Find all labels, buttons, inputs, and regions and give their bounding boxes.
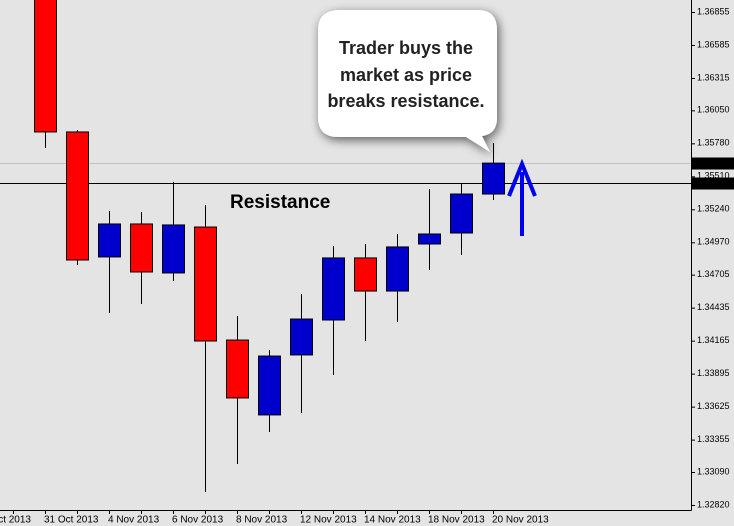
- callout-line: market as price: [340, 65, 472, 85]
- y-tick-label: 1.34435: [697, 302, 730, 312]
- y-tick-label: 1.35240: [697, 204, 730, 214]
- price-box: [692, 157, 734, 170]
- price-box: [692, 177, 734, 190]
- y-tick-label: 1.36855: [697, 6, 730, 16]
- x-tick-label: 18 Nov 2013: [428, 515, 485, 526]
- price-label: 1.35455: [697, 178, 730, 188]
- price-label: 1.35618: [697, 158, 730, 168]
- x-tick-label: 6 Nov 2013: [172, 515, 224, 526]
- y-tick-label: 1.36315: [697, 72, 730, 82]
- y-tick-label: 1.33895: [697, 368, 730, 378]
- candle-body: [98, 223, 121, 258]
- candle-body: [450, 193, 473, 234]
- callout-line: breaks resistance.: [327, 91, 484, 111]
- candle-body: [482, 162, 505, 195]
- candle-body: [322, 257, 345, 321]
- y-tick-label: 1.36050: [697, 105, 730, 115]
- y-tick-label: 1.33625: [697, 401, 730, 411]
- y-tick-label: 1.34165: [697, 335, 730, 345]
- candle-body: [386, 246, 409, 292]
- candle-body: [34, 0, 57, 133]
- x-tick-label: 12 Nov 2013: [300, 515, 357, 526]
- y-tick-label: 1.32820: [697, 499, 730, 509]
- y-tick-label: 1.34705: [697, 269, 730, 279]
- callout-line: Trader buys the: [339, 38, 473, 58]
- candle-body: [354, 257, 377, 292]
- y-tick-label: 1.33355: [697, 434, 730, 444]
- annotations: Resistance Trader buys the market as pri…: [230, 10, 537, 236]
- x-tick-label: 14 Nov 2013: [364, 515, 421, 526]
- speech-bubble: [318, 10, 497, 152]
- x-tick-label: ct 2013: [0, 515, 31, 526]
- y-tick-label: 1.34970: [697, 237, 730, 247]
- y-tick-label: 1.33090: [697, 466, 730, 476]
- plot-area: [0, 0, 691, 493]
- x-tick-label: 4 Nov 2013: [108, 515, 160, 526]
- candle-body: [290, 318, 313, 356]
- axes: 1.36855 1.36585 1.36315 1.36050 1.35780 1.355…: [0, 6, 734, 526]
- candle-body: [130, 223, 153, 273]
- candle-body: [194, 226, 217, 342]
- candle-body: [258, 355, 281, 416]
- candle-body: [162, 224, 185, 274]
- x-tick-label: 31 Oct 2013: [44, 515, 99, 526]
- x-tick-label: 8 Nov 2013: [236, 515, 288, 526]
- arrow-head: [507, 158, 537, 197]
- x-tick-label: 20 Nov 2013: [492, 515, 549, 526]
- y-tick-label: 1.36585: [697, 39, 730, 49]
- candle-body: [66, 131, 89, 261]
- y-tick-label: 1.35510: [697, 171, 730, 181]
- resistance-label: Resistance: [230, 192, 330, 213]
- candle-body: [226, 339, 249, 399]
- y-tick-label: 1.35780: [697, 138, 730, 148]
- candle-body: [418, 233, 441, 245]
